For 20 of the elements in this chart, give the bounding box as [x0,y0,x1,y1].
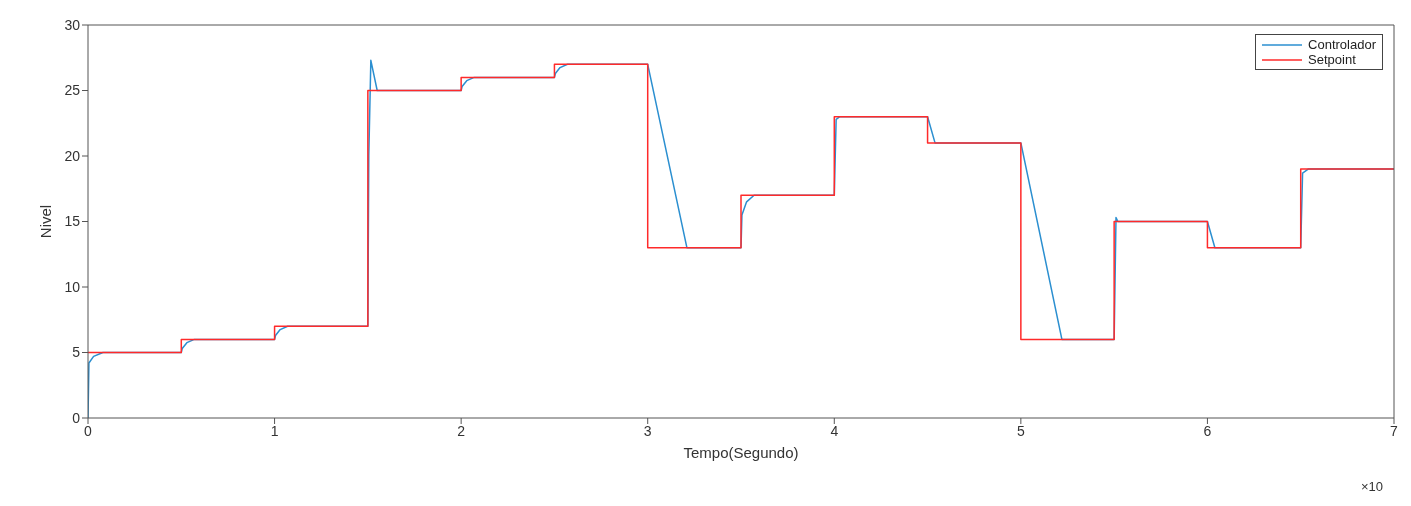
x-tick-label: 1 [270,422,279,439]
x-axis-title: Tempo(Segundo) [683,444,799,461]
x-tick-label: 2 [457,422,466,439]
x-tick-label: 0 [84,422,93,439]
x-tick-label: 4 [830,422,839,439]
x-tick-label: 6 [1203,422,1212,439]
y-tick-label: 10 [64,278,81,295]
legend-label: Controlador [1308,37,1376,52]
y-tick-label: 20 [64,147,81,164]
x-tick-label: 5 [1016,422,1025,439]
y-axis-title: Nivel [37,204,55,239]
y-tick-label: 5 [72,344,81,361]
y-tick-label: 0 [72,409,81,426]
y-tick-label: 30 [64,16,81,33]
y-tick-label: 25 [64,82,81,99]
x-tick-label: 3 [643,422,652,439]
legend-label: Setpoint [1308,52,1356,67]
text: ×10 [1360,479,1383,494]
y-tick-label: 15 [64,213,81,230]
x-tick-label: 7 [1390,422,1399,439]
